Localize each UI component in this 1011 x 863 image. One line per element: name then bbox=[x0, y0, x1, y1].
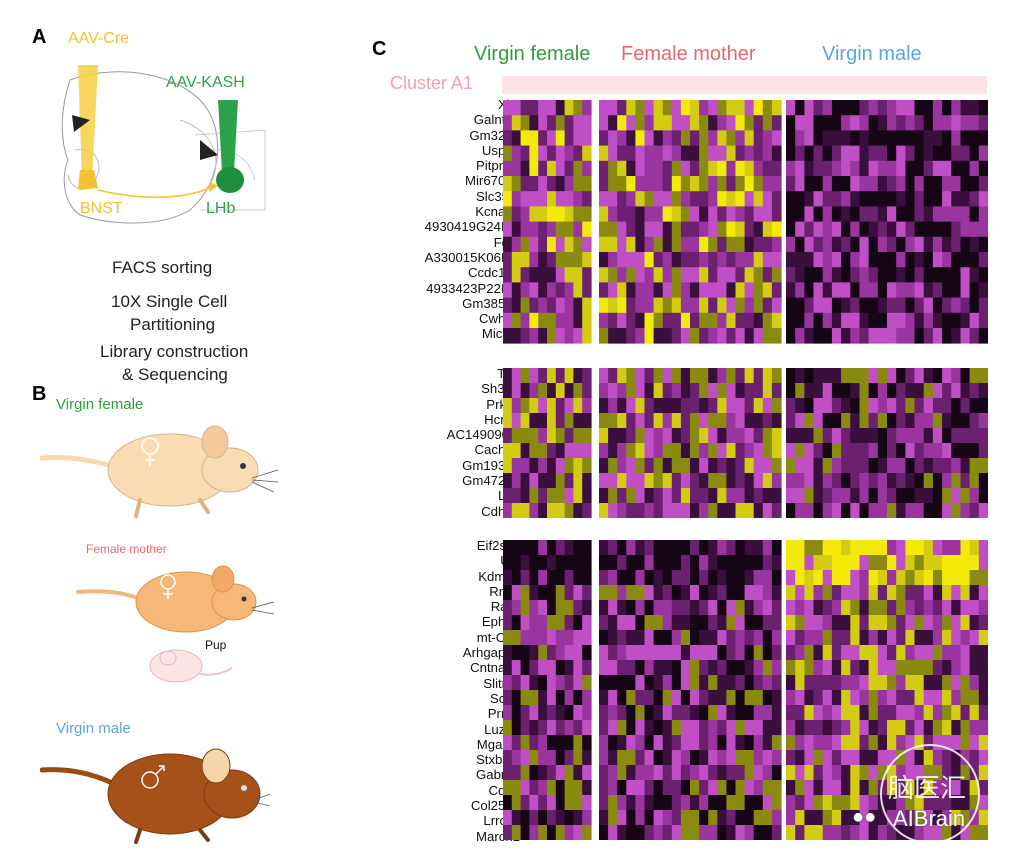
gene-label: Galnt14 bbox=[473, 112, 520, 128]
panel-c-label: C bbox=[372, 38, 387, 60]
aav-kash-label: AAV-KASH bbox=[166, 74, 245, 91]
gene-label: Sh3rf3 bbox=[481, 381, 520, 397]
gene-label: Mical2 bbox=[481, 326, 520, 342]
gene-label: Col25a1 bbox=[470, 798, 520, 814]
gene-label: Kcnab1 bbox=[475, 204, 520, 220]
gene-label: Ralyl bbox=[340, 599, 520, 614]
pup-image bbox=[149, 649, 233, 683]
heatmap-block1 bbox=[503, 100, 988, 344]
gene-label: Cntnap3 bbox=[470, 660, 520, 676]
gene-label: Hcrtr2 bbox=[484, 411, 520, 427]
gene-list-block3: Eif2s3yUtyKdm5dRmstRalylEpha5mt-Co1Arhga… bbox=[340, 538, 520, 844]
gene-label: Xist bbox=[340, 97, 520, 112]
gene-label: Tsix bbox=[340, 366, 520, 381]
gene-label: Cachd1 bbox=[474, 442, 520, 458]
gene-label: Prr16 bbox=[340, 706, 520, 721]
gene-label: Pitpnc1 bbox=[476, 158, 520, 174]
virgin-female-mouse-image bbox=[40, 425, 279, 518]
heatmap-block2 bbox=[503, 368, 988, 518]
watermark-circle bbox=[880, 744, 980, 844]
gene-label: Fgf1 bbox=[340, 235, 520, 250]
gene-label: Ccdc141 bbox=[467, 265, 520, 281]
gene-label: Gm38562 bbox=[462, 295, 520, 311]
female-mother-mouse-image bbox=[76, 565, 275, 633]
gene-label: Kdm5d bbox=[478, 568, 520, 584]
gene-label: mt-Co1 bbox=[476, 629, 520, 645]
gene-label: Scg2 bbox=[340, 691, 520, 706]
gene-label: Eif2s3y bbox=[476, 538, 520, 553]
gene-label: 4930419G24Rik bbox=[424, 219, 520, 235]
bnst-label: BNST bbox=[80, 200, 123, 217]
gene-label: Epha5 bbox=[481, 614, 520, 630]
gene-label: Cwh43 bbox=[478, 311, 520, 327]
gene-label: Gm19303 bbox=[462, 457, 520, 473]
gene-label: Gm3294 bbox=[469, 127, 520, 143]
panel-a-label: A bbox=[32, 26, 47, 48]
gene-label: Gm47283 bbox=[462, 473, 520, 489]
lhb-label: LHb bbox=[206, 200, 236, 217]
gene-label: Slitrk6 bbox=[483, 675, 520, 691]
gene-label: Slc35f3 bbox=[476, 188, 520, 204]
gene-label: Mir670hg bbox=[465, 173, 520, 189]
pup-label: Pup bbox=[205, 638, 227, 652]
wechat-icon: ●● bbox=[852, 806, 877, 828]
step-partitioning: Partitioning bbox=[130, 315, 216, 334]
gene-label: Usp43 bbox=[481, 142, 520, 158]
gene-label: 4933423P22Rik bbox=[426, 280, 520, 296]
step-library: Library construction bbox=[100, 342, 249, 361]
step-sequencing: & Sequencing bbox=[122, 365, 228, 384]
gene-list-block1: XistGalnt14Gm3294Usp43Pitpnc1Mir670hgSlc… bbox=[340, 97, 520, 342]
watermark-chinese: 脑医汇 bbox=[888, 774, 967, 804]
gene-label: Stxbp5l bbox=[476, 752, 520, 768]
step-10x: 10X Single Cell bbox=[111, 292, 228, 311]
virgin-female-label: Virgin female bbox=[56, 396, 144, 413]
gene-label: March1 bbox=[476, 828, 520, 844]
gene-label: Arhgap24 bbox=[462, 645, 520, 661]
female-mother-label: Female mother bbox=[86, 542, 167, 556]
watermark-english: AIBrain bbox=[893, 806, 966, 831]
brain-section-diagram bbox=[61, 65, 266, 224]
gene-label: Luzp2 bbox=[484, 721, 520, 737]
step-facs-sorting: FACS sorting bbox=[112, 258, 213, 277]
gene-label: Rmst bbox=[340, 584, 520, 599]
gene-label: Mgat4c bbox=[476, 736, 520, 752]
group-virgin-female: Virgin female bbox=[474, 43, 591, 65]
cluster-bar bbox=[502, 76, 987, 94]
virgin-male-label: Virgin male bbox=[56, 720, 131, 737]
heatmap-block3 bbox=[503, 540, 988, 840]
gene-label: A330015K06Rik bbox=[424, 249, 520, 265]
gene-label: AC149090.1 bbox=[446, 427, 520, 443]
group-female-mother: Female mother bbox=[621, 43, 756, 65]
gene-label: Cdh13 bbox=[481, 503, 520, 519]
gene-label: Prkch bbox=[340, 397, 520, 412]
gene-label: Uty bbox=[340, 553, 520, 568]
gene-label: Lpp bbox=[340, 488, 520, 503]
virgin-male-mouse-image bbox=[40, 748, 270, 844]
gene-list-block2: TsixSh3rf3PrkchHcrtr2AC149090.1Cachd1Gm1… bbox=[340, 366, 520, 519]
gene-label: Lrrc4c bbox=[483, 813, 520, 829]
gene-label: Cdh4 bbox=[340, 783, 520, 798]
panel-b-label: B bbox=[32, 383, 47, 405]
group-virgin-male: Virgin male bbox=[822, 43, 922, 65]
aav-cre-label: AAV-Cre bbox=[68, 30, 130, 47]
gene-label: Gabra2 bbox=[476, 767, 520, 783]
cluster-label: Cluster A1 bbox=[390, 73, 474, 93]
